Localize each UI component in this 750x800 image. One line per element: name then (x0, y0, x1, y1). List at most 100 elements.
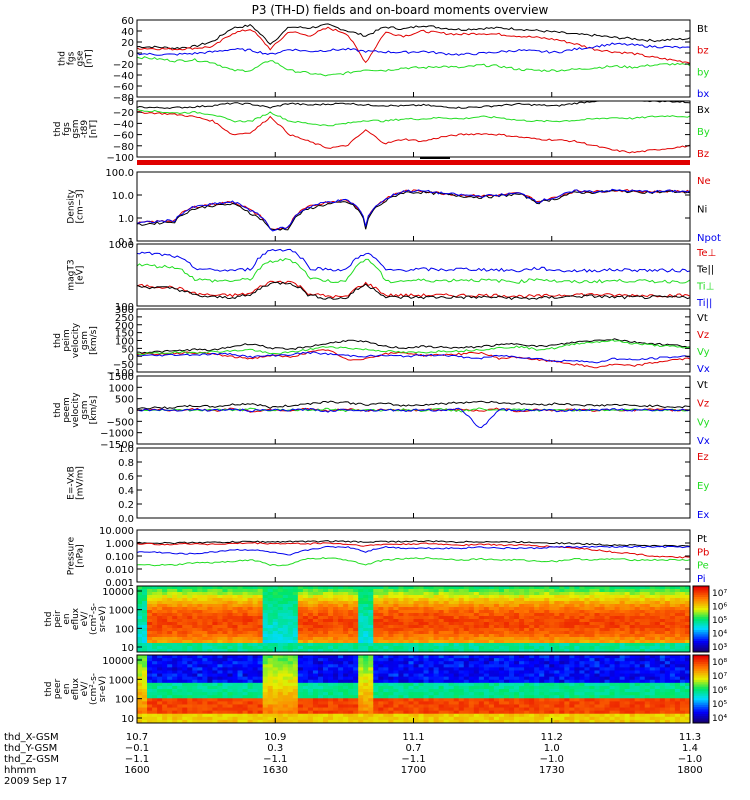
heatmap-cell (192, 655, 198, 659)
heatmap-cell (529, 616, 535, 620)
heatmap-cell (488, 655, 495, 659)
heatmap-cell (157, 616, 163, 620)
heatmap-cell (343, 619, 349, 623)
heatmap-cell (323, 604, 329, 608)
heatmap-cell (544, 622, 550, 626)
heatmap-cell (574, 607, 580, 611)
heatmap-cell (222, 679, 228, 684)
heatmap-cell (378, 598, 384, 602)
heatmap-cell (589, 695, 595, 699)
heatmap-cell (242, 622, 249, 626)
heatmap-cell (142, 695, 148, 699)
heatmap-cell (333, 707, 339, 712)
heatmap-cell (584, 604, 590, 608)
heatmap-cell (172, 704, 178, 709)
heatmap-cell (292, 637, 299, 641)
heatmap-cell (463, 622, 470, 626)
heatmap-cell (418, 622, 425, 626)
heatmap-cell (423, 619, 430, 623)
heatmap-cell (609, 631, 616, 635)
heatmap-cell (413, 649, 420, 653)
colorbar-segment (693, 588, 709, 591)
heatmap-cell (599, 628, 606, 632)
heatmap-cell (599, 670, 606, 675)
heatmap-cell (579, 673, 585, 678)
heatmap-cell (197, 628, 203, 632)
heatmap-cell (272, 631, 279, 635)
heatmap-cell (539, 643, 545, 647)
heatmap-cell (142, 619, 148, 623)
heatmap-cell (509, 643, 515, 647)
heatmap-cell (353, 625, 359, 629)
heatmap-cell (177, 689, 183, 693)
heatmap-cell (498, 634, 505, 638)
heatmap-cell (574, 704, 580, 709)
heatmap-cell (227, 613, 234, 617)
heatmap-cell (604, 713, 611, 718)
heatmap-cell (192, 625, 198, 629)
heatmap-cell (529, 692, 535, 696)
heatmap-cell (619, 598, 626, 602)
heatmap-cell (458, 707, 465, 712)
heatmap-cell (478, 704, 485, 709)
heatmap-cell (222, 625, 228, 629)
heatmap-cell (343, 637, 349, 641)
heatmap-cell (609, 610, 616, 614)
heatmap-cell (488, 698, 495, 702)
heatmap-cell (408, 670, 414, 675)
heatmap-cell (574, 689, 580, 693)
heatmap-cell (453, 716, 460, 721)
heatmap-cell (393, 682, 399, 687)
heatmap-cell (192, 634, 198, 638)
heatmap-cell (509, 707, 515, 712)
heatmap-cell (302, 607, 309, 611)
heatmap-cell (257, 707, 264, 712)
heatmap-cell (333, 619, 339, 623)
legend-entry: Ez (697, 452, 709, 463)
heatmap-cell (333, 643, 339, 647)
heatmap-cell (192, 619, 198, 623)
heatmap-cell (222, 616, 228, 620)
heatmap-cell (317, 646, 324, 650)
heatmap-cell (604, 701, 611, 705)
heatmap-cell (312, 695, 319, 699)
heatmap-cell (282, 679, 289, 684)
heatmap-cell (534, 607, 540, 611)
heatmap-cell (534, 707, 540, 712)
heatmap-cell (438, 707, 445, 712)
heatmap-cell (378, 719, 384, 724)
heatmap-cell (403, 649, 409, 653)
heatmap-cell (639, 586, 646, 590)
heatmap-cell (257, 610, 264, 614)
heatmap-cell (423, 589, 430, 593)
heatmap-cell (217, 628, 223, 632)
heatmap-cell (212, 679, 218, 684)
heatmap-cell (473, 640, 480, 644)
heatmap-cell (639, 628, 646, 632)
heatmap-cell (287, 667, 294, 671)
heatmap-cell (498, 676, 505, 681)
heatmap-cell (488, 637, 495, 641)
heatmap-cell (488, 658, 495, 662)
heatmap-cell (463, 676, 470, 681)
heatmap-cell (674, 592, 681, 596)
heatmap-cell (403, 689, 409, 693)
heatmap-cell (338, 637, 344, 641)
heatmap-cell (348, 670, 354, 675)
heatmap-cell (619, 667, 626, 671)
heatmap-cell (629, 595, 636, 599)
heatmap-cell (187, 649, 193, 653)
heatmap-cell (177, 610, 183, 614)
colorbar-label: 10⁵ (712, 616, 727, 626)
heatmap-cell (634, 667, 641, 671)
heatmap-cell (142, 667, 148, 671)
heatmap-cell (423, 613, 430, 617)
heatmap-cell (157, 661, 163, 665)
heatmap-cell (488, 601, 495, 605)
heatmap-cell (302, 707, 309, 712)
heatmap-cell (549, 695, 555, 699)
heatmap-cell (282, 592, 289, 596)
heatmap-cell (589, 716, 595, 721)
heatmap-cell (468, 589, 475, 593)
heatmap-cell (302, 719, 309, 724)
